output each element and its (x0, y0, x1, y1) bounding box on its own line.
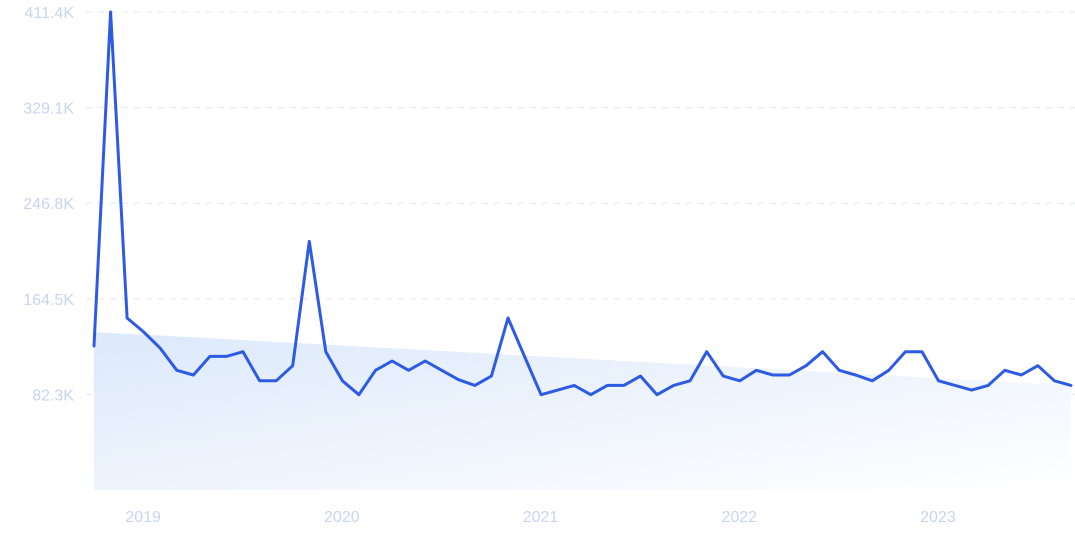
x-tick-label: 2022 (721, 509, 757, 526)
x-tick-label: 2021 (523, 509, 559, 526)
y-tick-label: 411.4K (24, 5, 74, 22)
x-tick-label: 2020 (324, 509, 360, 526)
grid (86, 11, 1075, 395)
y-tick-label: 82.3K (32, 387, 74, 404)
y-tick-label: 246.8K (23, 196, 74, 213)
x-tick-label: 2019 (125, 509, 161, 526)
series-layer (92, 10, 1073, 397)
x-axis-ticks: 2019 2020 2021 2022 2023 (125, 509, 956, 526)
x-tick-label: 2023 (920, 509, 956, 526)
y-tick-label: 329.1K (23, 101, 74, 118)
y-axis-ticks: 82.3K 164.5K 246.8K 329.1K 411.4K (23, 5, 74, 404)
y-tick-label: 164.5K (23, 292, 74, 309)
series-line (92, 10, 1073, 397)
